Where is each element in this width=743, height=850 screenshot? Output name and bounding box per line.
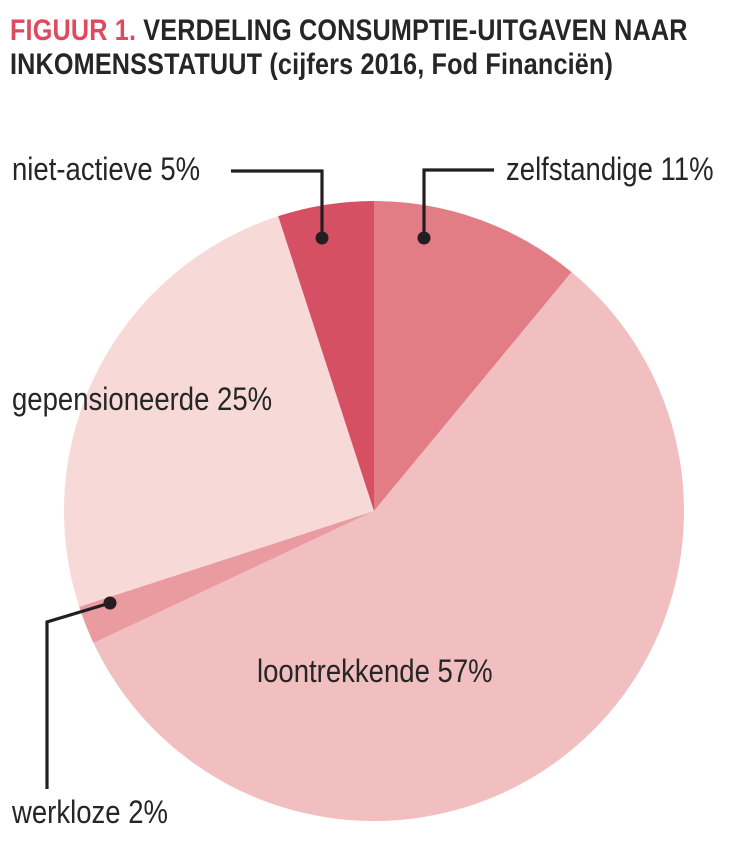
figure-number: FIGUUR 1. xyxy=(10,14,137,47)
leader-line-werkloze xyxy=(45,601,111,789)
label-niet-actieve: niet-actieve 5% xyxy=(12,151,201,187)
pie-slices-group xyxy=(63,201,684,821)
pie-slice-niet-actieve xyxy=(278,201,374,511)
figure-title-line1: FIGUUR 1. VERDELING CONSUMPTIE-UITGAVEN … xyxy=(10,14,743,48)
figure-title-text-line1: VERDELING CONSUMPTIE-UITGAVEN NAAR xyxy=(143,14,688,47)
pie-slice-zelfstandige xyxy=(374,201,572,511)
figure-title-line2: INKOMENSSTATUUT (cijfers 2016, Fod Finan… xyxy=(10,48,614,81)
leader-lines-group xyxy=(45,168,494,789)
leader-dot-niet-actieve xyxy=(315,231,329,245)
pie-slice-werkloze xyxy=(79,511,375,643)
label-loontrekkende: loontrekkende 57% xyxy=(257,653,493,689)
leader-line-niet-actieve xyxy=(231,169,324,238)
figure-title: FIGUUR 1. VERDELING CONSUMPTIE-UITGAVEN … xyxy=(10,14,743,82)
label-werkloze: werkloze 2% xyxy=(12,794,169,830)
pie-slice-loontrekkende xyxy=(93,272,684,821)
label-gepensioneerde: gepensioneerde 25% xyxy=(12,381,273,417)
leader-line-zelfstandige xyxy=(422,168,494,238)
pie-slice-gepensioneerde xyxy=(63,216,374,607)
leader-dot-werkloze xyxy=(103,596,117,610)
label-zelfstandige: zelfstandige 11% xyxy=(506,151,714,187)
leader-dot-zelfstandige xyxy=(417,231,431,245)
